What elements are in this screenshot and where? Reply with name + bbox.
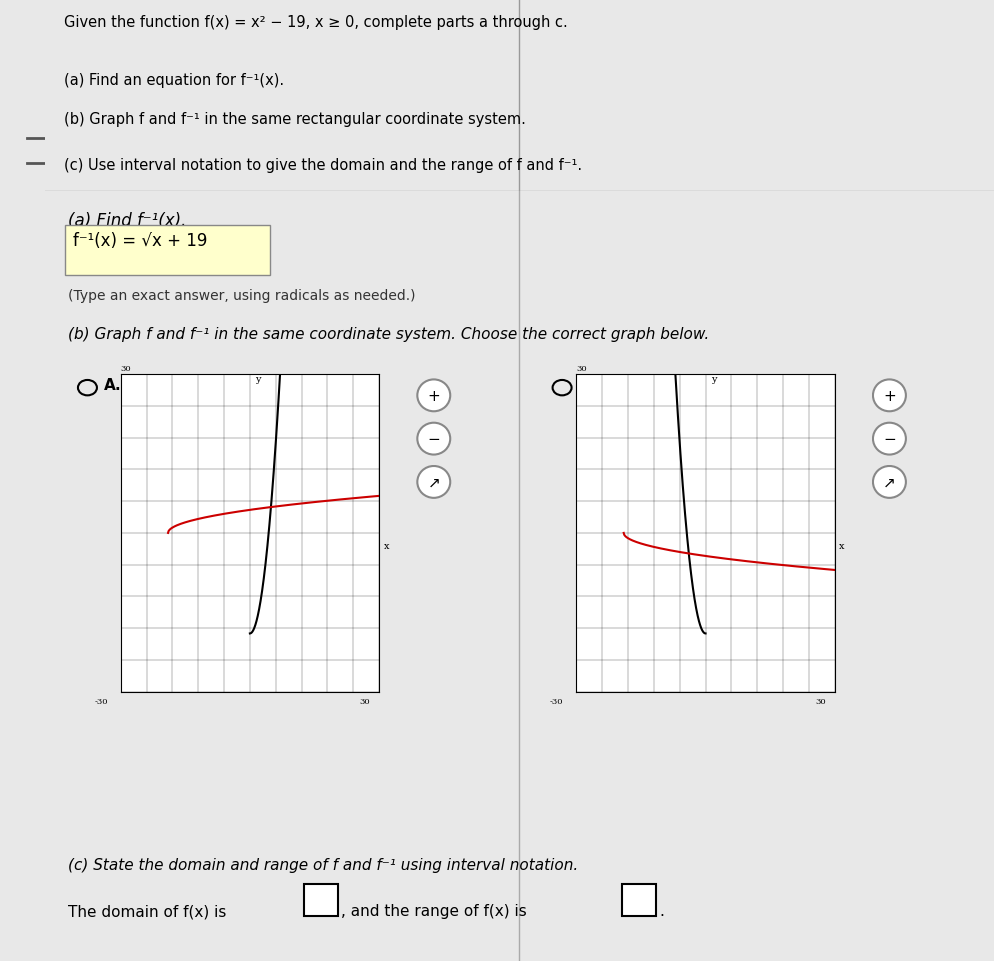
Text: y: y: [255, 375, 260, 383]
Text: The domain of f(x) is: The domain of f(x) is: [69, 903, 227, 919]
Text: x: x: [384, 541, 389, 551]
Circle shape: [417, 423, 450, 456]
Text: 30: 30: [360, 698, 371, 705]
Text: (Type an exact answer, using radicals as needed.): (Type an exact answer, using radicals as…: [69, 288, 415, 303]
Text: B.: B.: [579, 378, 595, 393]
FancyBboxPatch shape: [622, 884, 656, 917]
Circle shape: [873, 423, 906, 456]
Text: y: y: [711, 375, 717, 383]
Text: x: x: [839, 541, 845, 551]
Text: +: +: [427, 388, 440, 404]
Text: Given the function f(x) = x² − 19, x ≥ 0, complete parts a through c.: Given the function f(x) = x² − 19, x ≥ 0…: [64, 15, 568, 31]
Text: , and the range of f(x) is: , and the range of f(x) is: [341, 903, 527, 919]
Text: (b) Graph f and f⁻¹ in the same coordinate system. Choose the correct graph belo: (b) Graph f and f⁻¹ in the same coordina…: [69, 327, 710, 342]
Text: +: +: [883, 388, 896, 404]
Text: 30: 30: [577, 364, 586, 372]
Text: −: −: [427, 431, 440, 447]
Circle shape: [873, 466, 906, 499]
Text: (c) Use interval notation to give the domain and the range of f and f⁻¹.: (c) Use interval notation to give the do…: [64, 158, 581, 173]
Circle shape: [417, 466, 450, 499]
Text: 30: 30: [120, 364, 131, 372]
Text: ↗: ↗: [427, 475, 440, 490]
FancyBboxPatch shape: [304, 884, 338, 917]
Text: .: .: [659, 903, 664, 919]
Text: (c) State the domain and range of f and f⁻¹ using interval notation.: (c) State the domain and range of f and …: [69, 857, 579, 873]
Text: 30: 30: [815, 698, 826, 705]
Text: −: −: [883, 431, 896, 447]
FancyBboxPatch shape: [65, 226, 269, 275]
Text: ↗: ↗: [883, 475, 896, 490]
Text: (a) Find f⁻¹(x).: (a) Find f⁻¹(x).: [69, 211, 187, 230]
Text: A.: A.: [103, 378, 121, 393]
Text: -30: -30: [550, 698, 564, 705]
Circle shape: [873, 380, 906, 412]
Text: (b) Graph f and f⁻¹ in the same rectangular coordinate system.: (b) Graph f and f⁻¹ in the same rectangu…: [64, 111, 526, 127]
Circle shape: [417, 380, 450, 412]
Text: f⁻¹(x) = √x + 19: f⁻¹(x) = √x + 19: [74, 233, 208, 250]
Text: (a) Find an equation for f⁻¹(x).: (a) Find an equation for f⁻¹(x).: [64, 73, 284, 88]
Text: -30: -30: [94, 698, 107, 705]
